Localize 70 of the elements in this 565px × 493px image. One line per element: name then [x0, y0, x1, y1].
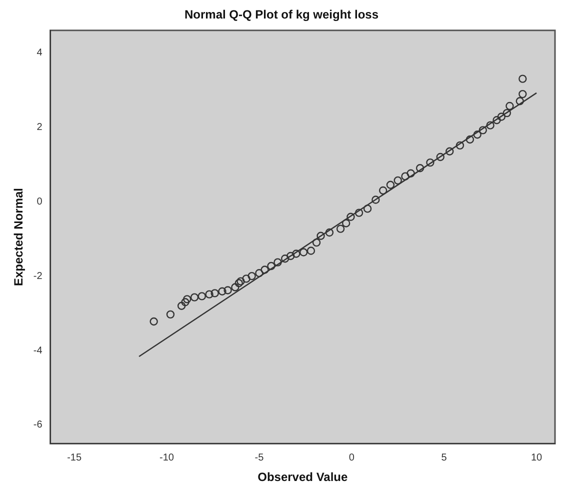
point [205, 290, 214, 298]
point [312, 238, 321, 247]
x-tick-label: 5 [441, 452, 448, 464]
point [260, 266, 269, 274]
point [518, 74, 527, 83]
point [306, 246, 316, 255]
point [210, 289, 219, 298]
point [255, 269, 264, 278]
x-tick-label: 0 [348, 452, 355, 464]
point [497, 112, 506, 121]
x-axis-title: Observed Value [258, 470, 348, 484]
point [150, 317, 158, 326]
point [518, 90, 527, 98]
point [280, 254, 290, 263]
point [267, 262, 276, 270]
point [181, 298, 190, 306]
point [242, 274, 250, 283]
y-tick-label: -4 [33, 345, 43, 356]
point [394, 176, 402, 185]
point [378, 186, 388, 195]
point [401, 172, 410, 180]
point [177, 302, 186, 310]
point [506, 102, 514, 110]
x-tick-label: -10 [160, 452, 174, 464]
y-tick-label: 0 [36, 196, 43, 208]
point [274, 258, 282, 266]
point [248, 272, 256, 280]
point [234, 279, 243, 288]
x-tick-label: -15 [67, 452, 82, 464]
point [363, 204, 372, 213]
point [426, 158, 434, 167]
point [346, 212, 355, 221]
y-axis-title: Expected Normal [12, 188, 26, 286]
point [372, 196, 380, 204]
point [316, 232, 325, 240]
point [231, 283, 240, 292]
point [198, 292, 206, 300]
point [502, 108, 512, 118]
x-tick-label: 10 [530, 452, 543, 464]
point [446, 147, 454, 156]
point [183, 295, 192, 304]
point [236, 277, 245, 286]
point [224, 286, 232, 294]
y-tick-label: -2 [33, 270, 43, 282]
point [218, 287, 226, 296]
point [436, 152, 444, 162]
point [416, 164, 424, 172]
y-tick-label: 4 [36, 47, 43, 58]
point [406, 169, 415, 178]
point [473, 130, 482, 139]
point [486, 121, 494, 130]
point [286, 252, 295, 260]
point [325, 228, 334, 237]
point [492, 116, 501, 124]
chart-title: Normal Q-Q Plot of kg weight loss [184, 8, 379, 22]
point [166, 310, 175, 319]
point [292, 250, 300, 258]
point [478, 126, 487, 134]
point [516, 97, 524, 106]
point [342, 219, 350, 228]
point [336, 224, 345, 233]
point [354, 208, 364, 217]
point [466, 135, 474, 144]
y-tick-label: -6 [33, 420, 43, 431]
point [190, 293, 199, 302]
point [456, 141, 464, 150]
y-tick-label: 2 [36, 122, 43, 133]
point [299, 248, 308, 256]
point [386, 180, 395, 189]
x-tick-label: -5 [254, 452, 264, 464]
